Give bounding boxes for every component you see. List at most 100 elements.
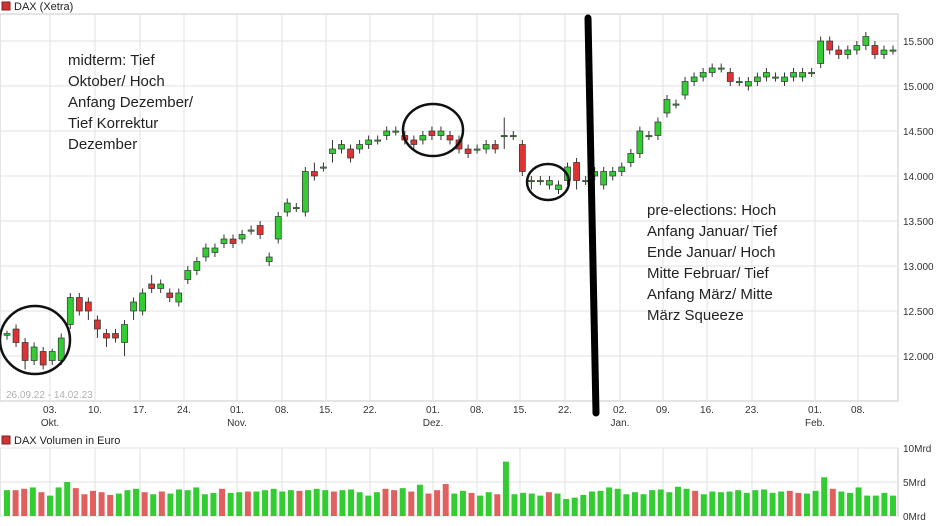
candle-body: [491, 144, 499, 150]
date-range-label: 26.09.22 - 14.02.23: [6, 390, 93, 401]
volume-bar: [700, 494, 707, 516]
volume-y-axis: 10Mrd 5Mrd 0Mrd: [903, 444, 931, 523]
x-tick-label: 22.: [363, 405, 377, 416]
volume-bar: [98, 492, 105, 516]
price-panel: DAX (Xetra) 12.000 12.500 13.000 13.500 14.0…: [0, 1, 934, 429]
volume-bar: [606, 487, 613, 516]
candle-body: [320, 166, 327, 169]
candle-body: [817, 40, 825, 64]
volume-bar: [821, 477, 828, 516]
candle-body: [609, 171, 617, 177]
x-tick-label: 15.: [513, 405, 527, 416]
candle-body: [365, 139, 372, 145]
candle-body: [546, 180, 553, 186]
x-tick-label: 08.: [851, 405, 865, 416]
volume-bar: [545, 492, 552, 516]
volume-bar: [21, 488, 28, 516]
candle-body: [735, 81, 743, 84]
candle-body: [799, 72, 806, 78]
volume-bar: [382, 488, 389, 516]
candle-body: [85, 301, 92, 312]
volume-bar: [494, 494, 501, 516]
volume-bar: [846, 492, 853, 516]
volume-bar: [201, 494, 208, 516]
candle-body: [654, 121, 662, 136]
volume-bar: [133, 488, 140, 516]
volume-bar: [12, 490, 19, 516]
candle-body: [75, 297, 83, 312]
candle-body: [808, 72, 815, 75]
volume-bar: [365, 495, 372, 516]
volume-bar: [399, 488, 406, 516]
volume-bar: [502, 461, 509, 516]
volume-bar: [709, 491, 716, 516]
volume-bar: [666, 492, 673, 516]
volume-bar: [554, 493, 561, 516]
candle-body: [853, 45, 861, 51]
volume-bar: [674, 486, 681, 516]
candle-body: [518, 144, 526, 172]
volume-bar: [803, 493, 810, 516]
volume-bar: [563, 499, 570, 516]
volume-bar: [434, 490, 441, 516]
volume-bar: [219, 488, 226, 516]
x-axis: 03. Okt. 10. 17. 24. 01. Nov. 08. 15. 22. 01. Dez. 0…: [41, 405, 865, 429]
candle-body: [211, 247, 219, 253]
volume-y-tick-label: 5Mrd: [903, 478, 926, 489]
x-tick-month-label: Dez.: [423, 418, 444, 429]
candle-series: [3, 32, 897, 370]
candle-body: [473, 148, 481, 151]
candle-body: [726, 72, 734, 82]
candle-body: [699, 72, 707, 78]
candle-body: [94, 319, 101, 330]
candle-body: [121, 324, 128, 343]
price-y-tick-label: 15.000: [903, 82, 934, 93]
x-tick-label: 10.: [88, 405, 102, 416]
volume-bar: [124, 490, 131, 516]
candle-body: [645, 135, 653, 138]
candle-body: [600, 171, 608, 186]
candle-body: [157, 283, 165, 289]
x-tick-month-label: Okt.: [41, 418, 59, 429]
volume-bar: [881, 492, 888, 516]
price-chart-title: DAX (Xetra): [14, 1, 73, 13]
candle-body: [229, 238, 237, 244]
candle-body: [383, 130, 391, 136]
x-tick-label: 08.: [470, 405, 484, 416]
candle-body: [636, 130, 644, 154]
candle-body: [681, 81, 689, 96]
volume-bar: [528, 493, 535, 516]
volume-bar: [442, 484, 449, 516]
volume-bar: [270, 488, 277, 516]
volume-grid: [0, 447, 898, 517]
volume-bar: [657, 489, 664, 516]
annotations: midterm: Tief Oktober/ Hoch Anfang Dezem…: [0, 14, 778, 417]
candle-body: [247, 229, 255, 232]
volume-bar: [477, 495, 484, 516]
candle-body: [329, 148, 336, 154]
volume-bar: [683, 488, 690, 516]
candle-body: [690, 76, 698, 82]
price-y-tick-label: 12.500: [903, 307, 934, 318]
volume-bar: [356, 492, 363, 516]
volume-bar: [864, 495, 871, 516]
candle-body: [826, 40, 834, 51]
volume-bar: [262, 490, 269, 516]
volume-y-tick-label: 10Mrd: [903, 444, 931, 455]
candle-body: [772, 76, 779, 79]
candle-body: [582, 180, 589, 183]
candle-body: [618, 166, 626, 172]
volume-y-tick-label: 0Mrd: [903, 512, 926, 523]
candle-body: [139, 292, 146, 312]
volume-bar: [227, 492, 234, 516]
x-tick-label: 23.: [745, 405, 759, 416]
volume-bar: [72, 488, 79, 516]
volume-bar: [313, 488, 320, 516]
candle-body: [220, 238, 228, 244]
volume-bar: [244, 491, 251, 516]
volume-bar: [571, 497, 578, 516]
candle-body: [265, 256, 273, 262]
candle-body: [528, 180, 535, 183]
candle-body: [202, 247, 210, 258]
candle-body: [21, 342, 29, 361]
